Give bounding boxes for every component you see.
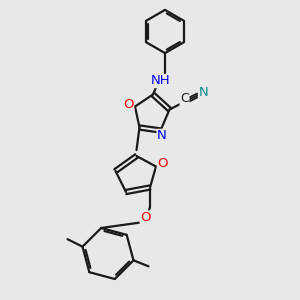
Text: N: N	[199, 86, 208, 100]
Text: O: O	[123, 98, 134, 111]
Text: O: O	[157, 157, 168, 170]
Text: C: C	[180, 92, 189, 106]
Text: N: N	[157, 129, 167, 142]
Text: NH: NH	[151, 74, 170, 88]
Text: O: O	[140, 211, 151, 224]
